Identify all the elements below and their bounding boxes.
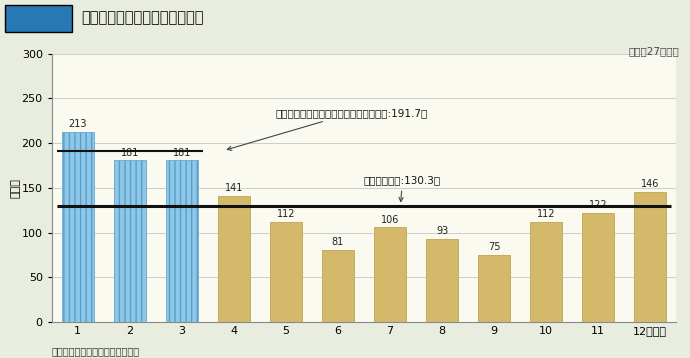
- Text: 月別の火災による死者発生状況: 月別の火災による死者発生状況: [81, 10, 204, 25]
- Text: 213: 213: [68, 119, 87, 129]
- Bar: [270, 222, 302, 322]
- Text: 93: 93: [436, 226, 448, 236]
- Text: 第1-1-4図: 第1-1-4図: [17, 12, 60, 22]
- Text: 122: 122: [589, 200, 607, 210]
- Text: （備考）「火災報告」により作成: （備考）「火災報告」により作成: [52, 346, 140, 356]
- Bar: [61, 131, 94, 322]
- Text: 112: 112: [277, 209, 295, 219]
- Text: （平成27年中）: （平成27年中）: [629, 47, 680, 57]
- Text: 75: 75: [488, 242, 500, 252]
- Bar: [322, 250, 354, 322]
- Y-axis label: （人）: （人）: [10, 178, 20, 198]
- FancyBboxPatch shape: [5, 5, 72, 32]
- Bar: [530, 222, 562, 322]
- Bar: [582, 213, 614, 322]
- Bar: [634, 192, 667, 322]
- Text: 112: 112: [537, 209, 555, 219]
- Text: 146: 146: [641, 179, 660, 189]
- Bar: [478, 255, 510, 322]
- Bar: [426, 239, 458, 322]
- Bar: [166, 160, 198, 322]
- Text: 181: 181: [121, 147, 139, 158]
- Bar: [218, 196, 250, 322]
- Text: 141: 141: [225, 183, 243, 193]
- Text: １月から３月の火災による死者数の平均:191.7人: １月から３月の火災による死者数の平均:191.7人: [227, 108, 428, 150]
- Text: 年間の月平均:130.3人: 年間の月平均:130.3人: [364, 175, 441, 202]
- Text: 106: 106: [381, 215, 400, 225]
- Text: 81: 81: [332, 237, 344, 247]
- Text: 181: 181: [172, 147, 191, 158]
- Bar: [374, 227, 406, 322]
- Bar: [114, 160, 146, 322]
